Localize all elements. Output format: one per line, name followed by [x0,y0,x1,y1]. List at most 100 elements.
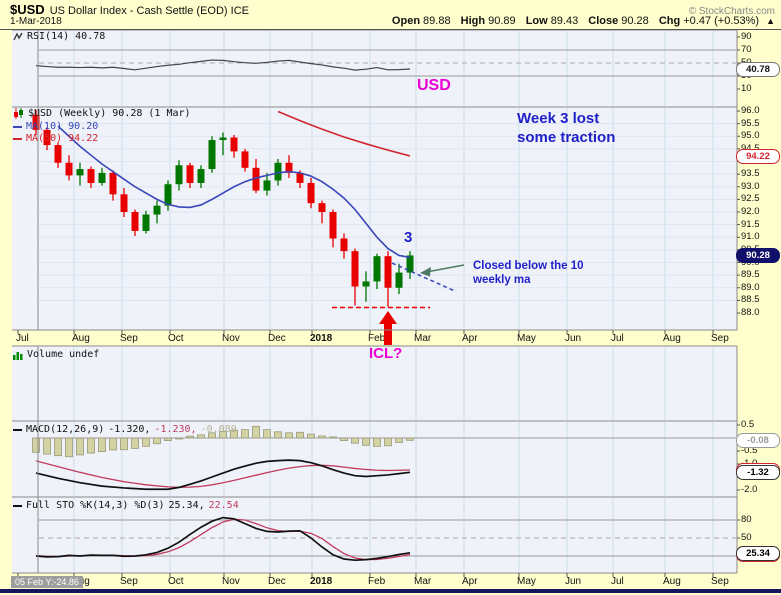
axis-label: 91.0 [741,231,760,243]
open-value: 89.88 [423,15,451,27]
candle-body [274,162,282,181]
macd-hist-bar [208,432,216,439]
macd-hist-bar [307,433,315,439]
rsi-legend-text: RSI(14) 40.78 [27,31,106,42]
sto-legend-name: Full STO %K(14,3) %D(3) [26,500,165,511]
macd-hist-bar [87,437,95,454]
macd-value: -1.320, [108,424,151,435]
macd-hist-bar [252,425,260,439]
value-bubble: -1.32 [736,465,780,481]
macd-hist-bar [274,431,282,439]
candle-body [43,129,51,146]
month-label: May [517,333,536,344]
chart-header: $USD US Dollar Index - Cash Settle (EOD) … [0,0,781,30]
month-label: Jul [16,333,29,344]
macd-hist-bar [362,437,370,446]
candle-body [142,214,150,231]
macd-legend: MACD(12,26,9) -1.320, -1.230, -0.089 [13,424,237,435]
macd-hist-bar [131,437,139,449]
axis-label: 50 [741,532,752,543]
close-label: Close [588,15,619,27]
candle-body [98,172,106,183]
month-label: 2018 [310,333,333,344]
sto-d-value: 22.54 [208,500,239,511]
header-row-2: 1-Mar-2018 Open 89.88 High 90.89 Low 89.43 … [10,15,775,27]
candle-body [406,255,414,273]
volume-legend: Volume undef [13,349,99,360]
axis-label: 89.5 [741,269,760,281]
candle-body [395,272,403,288]
candle-body [329,212,337,239]
volume-icon [13,351,23,360]
candle-body [340,238,348,252]
macd-hist-bar [406,437,414,441]
axis-label: 93.5 [741,168,760,180]
macd-hist-bar [230,429,238,439]
axis-label: 10 [741,83,752,94]
candle-body [131,212,139,231]
header-row-1: $USD US Dollar Index - Cash Settle (EOD) … [10,1,775,19]
candle-body [296,172,304,183]
week3-line1: Week 3 lost [517,110,600,127]
macd-hist-bar [43,437,51,455]
month-label: Sep [711,576,729,587]
macd-hist-bar [351,437,359,444]
candle-body [208,140,216,170]
stockcharts-credit: © StockCharts.com [688,6,775,17]
candle-body [65,162,73,176]
month-label: Sep [120,576,138,587]
week3-annotation: Week 3 lost some traction [517,109,615,147]
macd-hist-bar [142,437,150,447]
macd-hist-bar [395,437,403,443]
month-label: Dec [268,333,286,344]
rsi-line [35,59,411,71]
candle-body [351,251,359,287]
high-value: 90.89 [488,15,516,27]
candle-body [384,256,392,288]
ma10-legend: MA(10) 90.20 [13,121,98,132]
ma10-projection-dashed [391,262,457,293]
axis-label: 93.0 [741,180,760,192]
instrument-title: US Dollar Index - Cash Settle (EOD) ICE [49,5,249,17]
red-up-arrow-icon [379,311,397,345]
candle-body [241,151,249,168]
month-label: Mar [414,333,432,344]
ohlc-quote: Open 89.88 High 90.89 Low 89.43 Close 90.28 … [392,15,775,27]
month-label: Aug [663,333,681,344]
candle-body [219,137,227,141]
chg-label: Chg [658,15,681,27]
rsi-icon [13,32,23,40]
candle-body [263,180,271,191]
macd-legend-name: MACD(12,26,9) [26,424,105,435]
value-bubble: 90.28 [736,248,780,264]
volume-legend-text: Volume undef [27,349,100,360]
chg-up-arrow-icon: ▲ [766,16,775,26]
ma50-line [277,110,411,157]
axis-label: 92.5 [741,193,760,205]
month-label: Nov [222,333,240,344]
candle-body [153,205,161,215]
macd-hist-bar [285,432,293,439]
axis-label: 80 [741,514,752,525]
macd-hist-bar [109,437,117,451]
candlesticks [32,109,414,307]
month-label: Jul [611,333,624,344]
ma10-legend-text: MA(10) 90.20 [26,121,99,132]
low-value: 89.43 [550,15,579,27]
crosshair-tooltip: 05 Feb Y:-24.86 [11,576,83,588]
value-bubble: 94.22 [736,148,780,164]
macd-hist-bar [318,435,326,439]
macd-hist-bar [340,437,348,441]
axis-label: 89.0 [741,281,760,293]
candle-body [164,184,172,206]
month-label: Aug [72,333,90,344]
count-3-annotation: 3 [404,229,413,246]
month-label: May [517,576,536,587]
macd-hist-bar [329,436,337,439]
sto-legend: Full STO %K(14,3) %D(3) 25.34, 22.54 [13,500,239,511]
axis-label: 96.0 [741,105,760,116]
macd-hist-bar [263,429,271,439]
macd-hist-bar [54,437,62,457]
